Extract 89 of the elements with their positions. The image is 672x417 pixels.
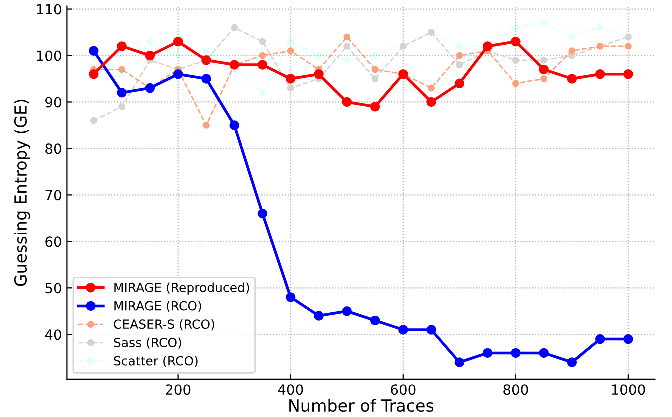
point bbox=[287, 84, 294, 92]
point bbox=[314, 311, 324, 321]
point bbox=[118, 103, 126, 110]
y-tick-label: 80 bbox=[46, 144, 62, 154]
point bbox=[230, 120, 240, 130]
point bbox=[202, 74, 212, 84]
point bbox=[540, 56, 548, 64]
point bbox=[456, 62, 464, 69]
point bbox=[316, 52, 322, 60]
point bbox=[146, 38, 154, 46]
point bbox=[173, 69, 184, 80]
point bbox=[568, 34, 576, 41]
x-tick-label: 200 bbox=[166, 384, 191, 396]
y-tick-label: 70 bbox=[46, 190, 62, 201]
point bbox=[512, 80, 520, 88]
point bbox=[231, 24, 238, 32]
point bbox=[567, 358, 578, 368]
point bbox=[454, 78, 465, 88]
x-axis-title: Number of Traces bbox=[290, 399, 434, 412]
point bbox=[428, 84, 436, 92]
point bbox=[258, 208, 268, 219]
y-axis-title: Guessing Entropy (GE) bbox=[14, 100, 30, 286]
point bbox=[286, 292, 296, 302]
point bbox=[512, 56, 520, 64]
point bbox=[344, 34, 351, 41]
y-tick-label: 50 bbox=[46, 283, 62, 294]
point bbox=[595, 334, 606, 344]
point bbox=[173, 36, 184, 47]
point bbox=[287, 48, 294, 55]
y-tick-label: 110 bbox=[37, 4, 62, 15]
point bbox=[202, 48, 210, 55]
point bbox=[344, 56, 351, 64]
point bbox=[456, 52, 464, 60]
legend-label: Sass (RCO) bbox=[114, 338, 182, 349]
point bbox=[398, 325, 408, 335]
point bbox=[511, 348, 521, 358]
y-tick-label: 100 bbox=[37, 50, 62, 62]
point bbox=[456, 42, 464, 50]
x-tick-label: 800 bbox=[504, 384, 528, 396]
point bbox=[568, 48, 576, 55]
point bbox=[342, 306, 352, 316]
legend-label: MIRAGE (RCO) bbox=[114, 301, 202, 312]
point bbox=[426, 325, 436, 335]
point bbox=[595, 69, 606, 80]
point bbox=[426, 97, 436, 108]
point bbox=[539, 348, 549, 358]
point bbox=[540, 20, 548, 27]
point bbox=[202, 122, 210, 129]
point bbox=[372, 76, 379, 82]
point bbox=[89, 69, 99, 80]
y-tick-label: 90 bbox=[46, 97, 62, 108]
point bbox=[258, 60, 268, 70]
x-tick-label: 1000 bbox=[612, 384, 646, 396]
legend-label: MIRAGE (Reproduced) bbox=[114, 282, 250, 295]
legend-label: CEASER-S (RCO) bbox=[114, 319, 214, 331]
point bbox=[567, 74, 578, 84]
point bbox=[624, 334, 634, 344]
point bbox=[314, 69, 324, 80]
point bbox=[539, 64, 549, 75]
point bbox=[596, 24, 604, 32]
point bbox=[511, 36, 521, 47]
point bbox=[117, 42, 127, 52]
point bbox=[624, 69, 634, 80]
point bbox=[482, 348, 493, 358]
x-tick-label: 400 bbox=[278, 384, 304, 396]
point bbox=[372, 52, 379, 60]
point bbox=[89, 46, 99, 56]
point bbox=[370, 102, 380, 112]
x-tick-label: 600 bbox=[391, 384, 416, 396]
point bbox=[259, 38, 266, 46]
point bbox=[342, 97, 352, 108]
point bbox=[145, 50, 156, 61]
point bbox=[540, 76, 548, 82]
point bbox=[259, 52, 266, 60]
point bbox=[90, 117, 98, 124]
point bbox=[344, 42, 351, 50]
point bbox=[287, 38, 294, 46]
legend-label: Scatter (RCO) bbox=[114, 356, 198, 368]
point bbox=[118, 66, 126, 74]
y-tick-label: 40 bbox=[45, 330, 62, 340]
point bbox=[117, 88, 127, 98]
point bbox=[370, 316, 380, 326]
point bbox=[625, 42, 632, 50]
point bbox=[372, 66, 379, 74]
y-tick-label: 60 bbox=[46, 236, 62, 248]
point bbox=[512, 24, 520, 32]
point bbox=[259, 89, 266, 96]
point bbox=[286, 74, 296, 84]
point bbox=[454, 358, 465, 368]
